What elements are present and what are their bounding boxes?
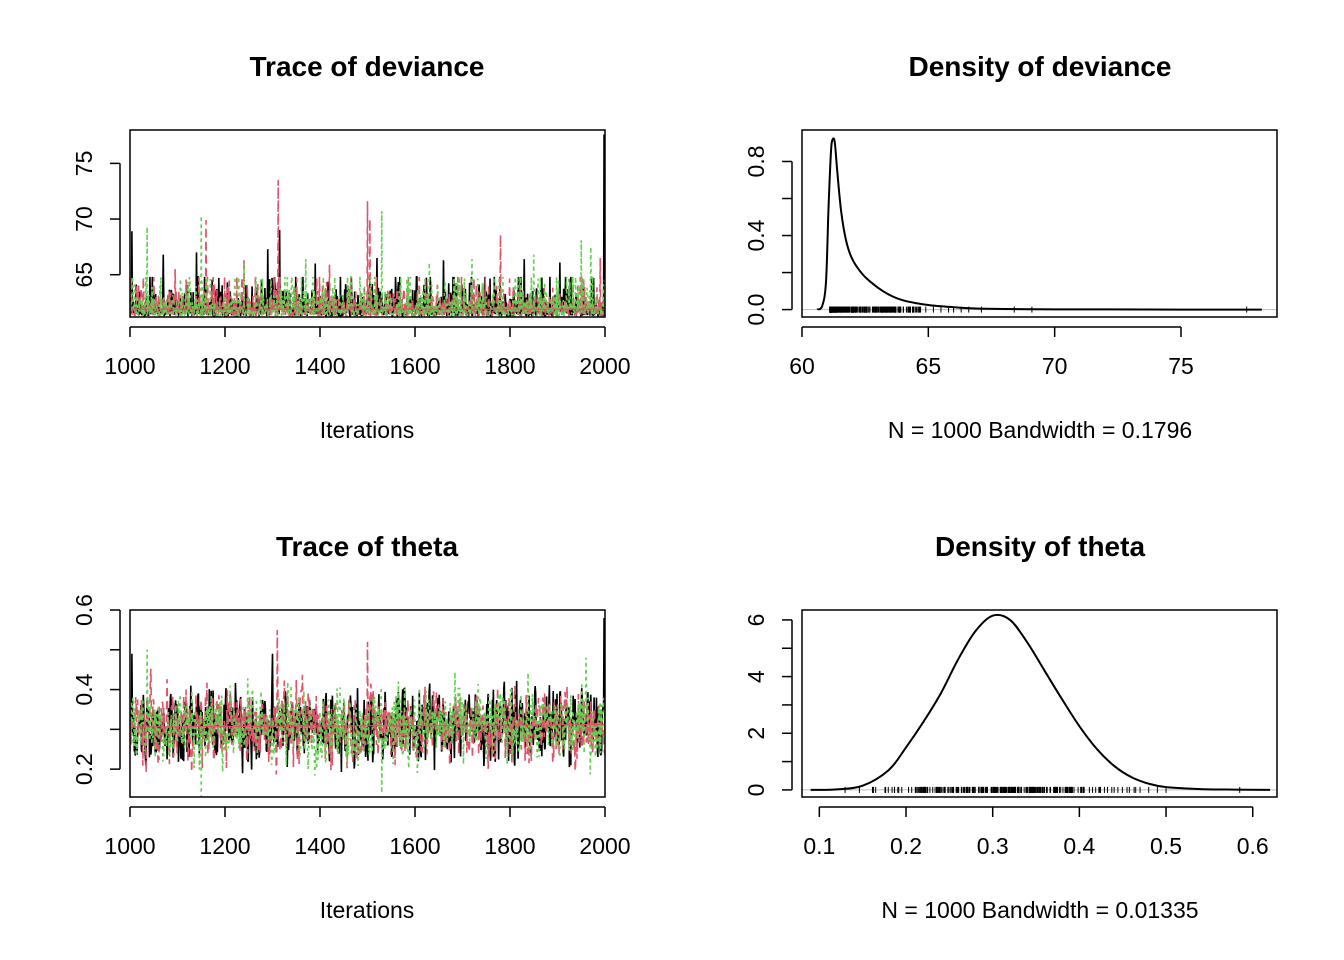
x-tick-label: 0.6 xyxy=(1237,833,1269,859)
x-tick-label: 60 xyxy=(789,353,815,379)
panel-title: Density of deviance xyxy=(909,51,1172,82)
x-tick-label: 1800 xyxy=(484,353,535,379)
rug xyxy=(844,786,1241,793)
x-tick-label: 1600 xyxy=(389,353,440,379)
plot-area: 0.1 0.2 0.3 0.4 0.5 0.6 0 2 4 6 xyxy=(743,609,1278,859)
x-tick-label: 0.4 xyxy=(1063,833,1095,859)
panel-title: Trace of deviance xyxy=(249,51,484,82)
plot-box xyxy=(801,129,1278,318)
y-axis: 0.2 0.4 0.6 xyxy=(71,594,121,785)
plot-box xyxy=(129,609,606,798)
y-axis: 0 2 4 6 xyxy=(743,614,793,797)
y-tick-label: 2 xyxy=(743,727,769,740)
x-axis: 0.1 0.2 0.3 0.4 0.5 0.6 xyxy=(803,806,1269,859)
series-line-chain-3 xyxy=(130,649,605,797)
x-tick-label: 1200 xyxy=(199,353,250,379)
density-curve xyxy=(816,137,1262,311)
panel-trace-deviance: Trace of deviance Iterations 1000 1200 140… xyxy=(71,51,631,443)
marks xyxy=(130,617,605,797)
x-axis-label: N = 1000 Bandwidth = 0.01335 xyxy=(881,897,1198,923)
marks xyxy=(802,613,1277,793)
x-axis-label: Iterations xyxy=(320,417,415,443)
plot-area: 60 65 70 75 0.0 0.4 0.8 xyxy=(743,129,1278,379)
x-tick-label: 1400 xyxy=(294,353,345,379)
x-axis: 60 65 70 75 xyxy=(789,326,1194,379)
panel-title: Density of theta xyxy=(935,531,1145,562)
y-tick-label: 65 xyxy=(71,262,97,288)
x-tick-label: 2000 xyxy=(579,833,630,859)
x-tick-label: 1000 xyxy=(104,353,155,379)
plot-area: 1000 1200 1400 1600 1800 2000 0.2 0.4 0.6 xyxy=(71,594,631,859)
series-line-chain-2 xyxy=(130,180,605,317)
x-axis: 1000 1200 1400 1600 1800 2000 xyxy=(104,806,631,859)
y-tick-label: 6 xyxy=(743,614,769,627)
x-tick-label: 0.5 xyxy=(1150,833,1182,859)
x-tick-label: 1400 xyxy=(294,833,345,859)
y-tick-label: 70 xyxy=(71,206,97,232)
plot-area: 1000 1200 1400 1600 1800 2000 65 70 75 xyxy=(71,129,631,379)
y-tick-label: 0.0 xyxy=(743,294,769,326)
y-tick-label: 4 xyxy=(743,670,769,683)
y-tick-label: 75 xyxy=(71,151,97,177)
y-tick-label: 0.2 xyxy=(71,753,97,785)
panel-density-deviance: Density of deviance N = 1000 Bandwidth =… xyxy=(743,51,1278,443)
x-tick-label: 0.2 xyxy=(890,833,922,859)
y-tick-label: 0.6 xyxy=(71,594,97,626)
x-tick-label: 1000 xyxy=(104,833,155,859)
panel-trace-theta: Trace of theta Iterations 1000 1200 1400 16… xyxy=(71,531,631,923)
x-tick-label: 75 xyxy=(1168,353,1194,379)
y-tick-label: 0.4 xyxy=(743,219,769,251)
rug xyxy=(829,306,1248,313)
x-tick-label: 70 xyxy=(1042,353,1068,379)
x-axis-label: Iterations xyxy=(320,897,415,923)
panel-density-theta: Density of theta N = 1000 Bandwidth = 0.… xyxy=(743,531,1278,923)
y-tick-label: 0 xyxy=(743,784,769,797)
density-curve xyxy=(810,613,1271,791)
x-tick-label: 1200 xyxy=(199,833,250,859)
x-tick-label: 1600 xyxy=(389,833,440,859)
y-axis: 0.0 0.4 0.8 xyxy=(743,145,793,326)
y-axis: 65 70 75 xyxy=(71,151,121,288)
x-tick-label: 1800 xyxy=(484,833,535,859)
x-tick-label: 0.1 xyxy=(803,833,835,859)
x-axis-label: N = 1000 Bandwidth = 0.1796 xyxy=(888,417,1192,443)
y-tick-label: 0.8 xyxy=(743,145,769,177)
trend-line xyxy=(130,723,605,728)
x-tick-label: 65 xyxy=(916,353,942,379)
plot-box xyxy=(801,609,1278,798)
marks xyxy=(130,134,605,317)
plot-box xyxy=(129,129,606,318)
x-tick-label: 0.3 xyxy=(977,833,1009,859)
x-tick-label: 2000 xyxy=(579,353,630,379)
panel-title: Trace of theta xyxy=(276,531,458,562)
x-axis: 1000 1200 1400 1600 1800 2000 xyxy=(104,326,631,379)
marks xyxy=(802,137,1277,313)
y-tick-label: 0.4 xyxy=(71,673,97,705)
